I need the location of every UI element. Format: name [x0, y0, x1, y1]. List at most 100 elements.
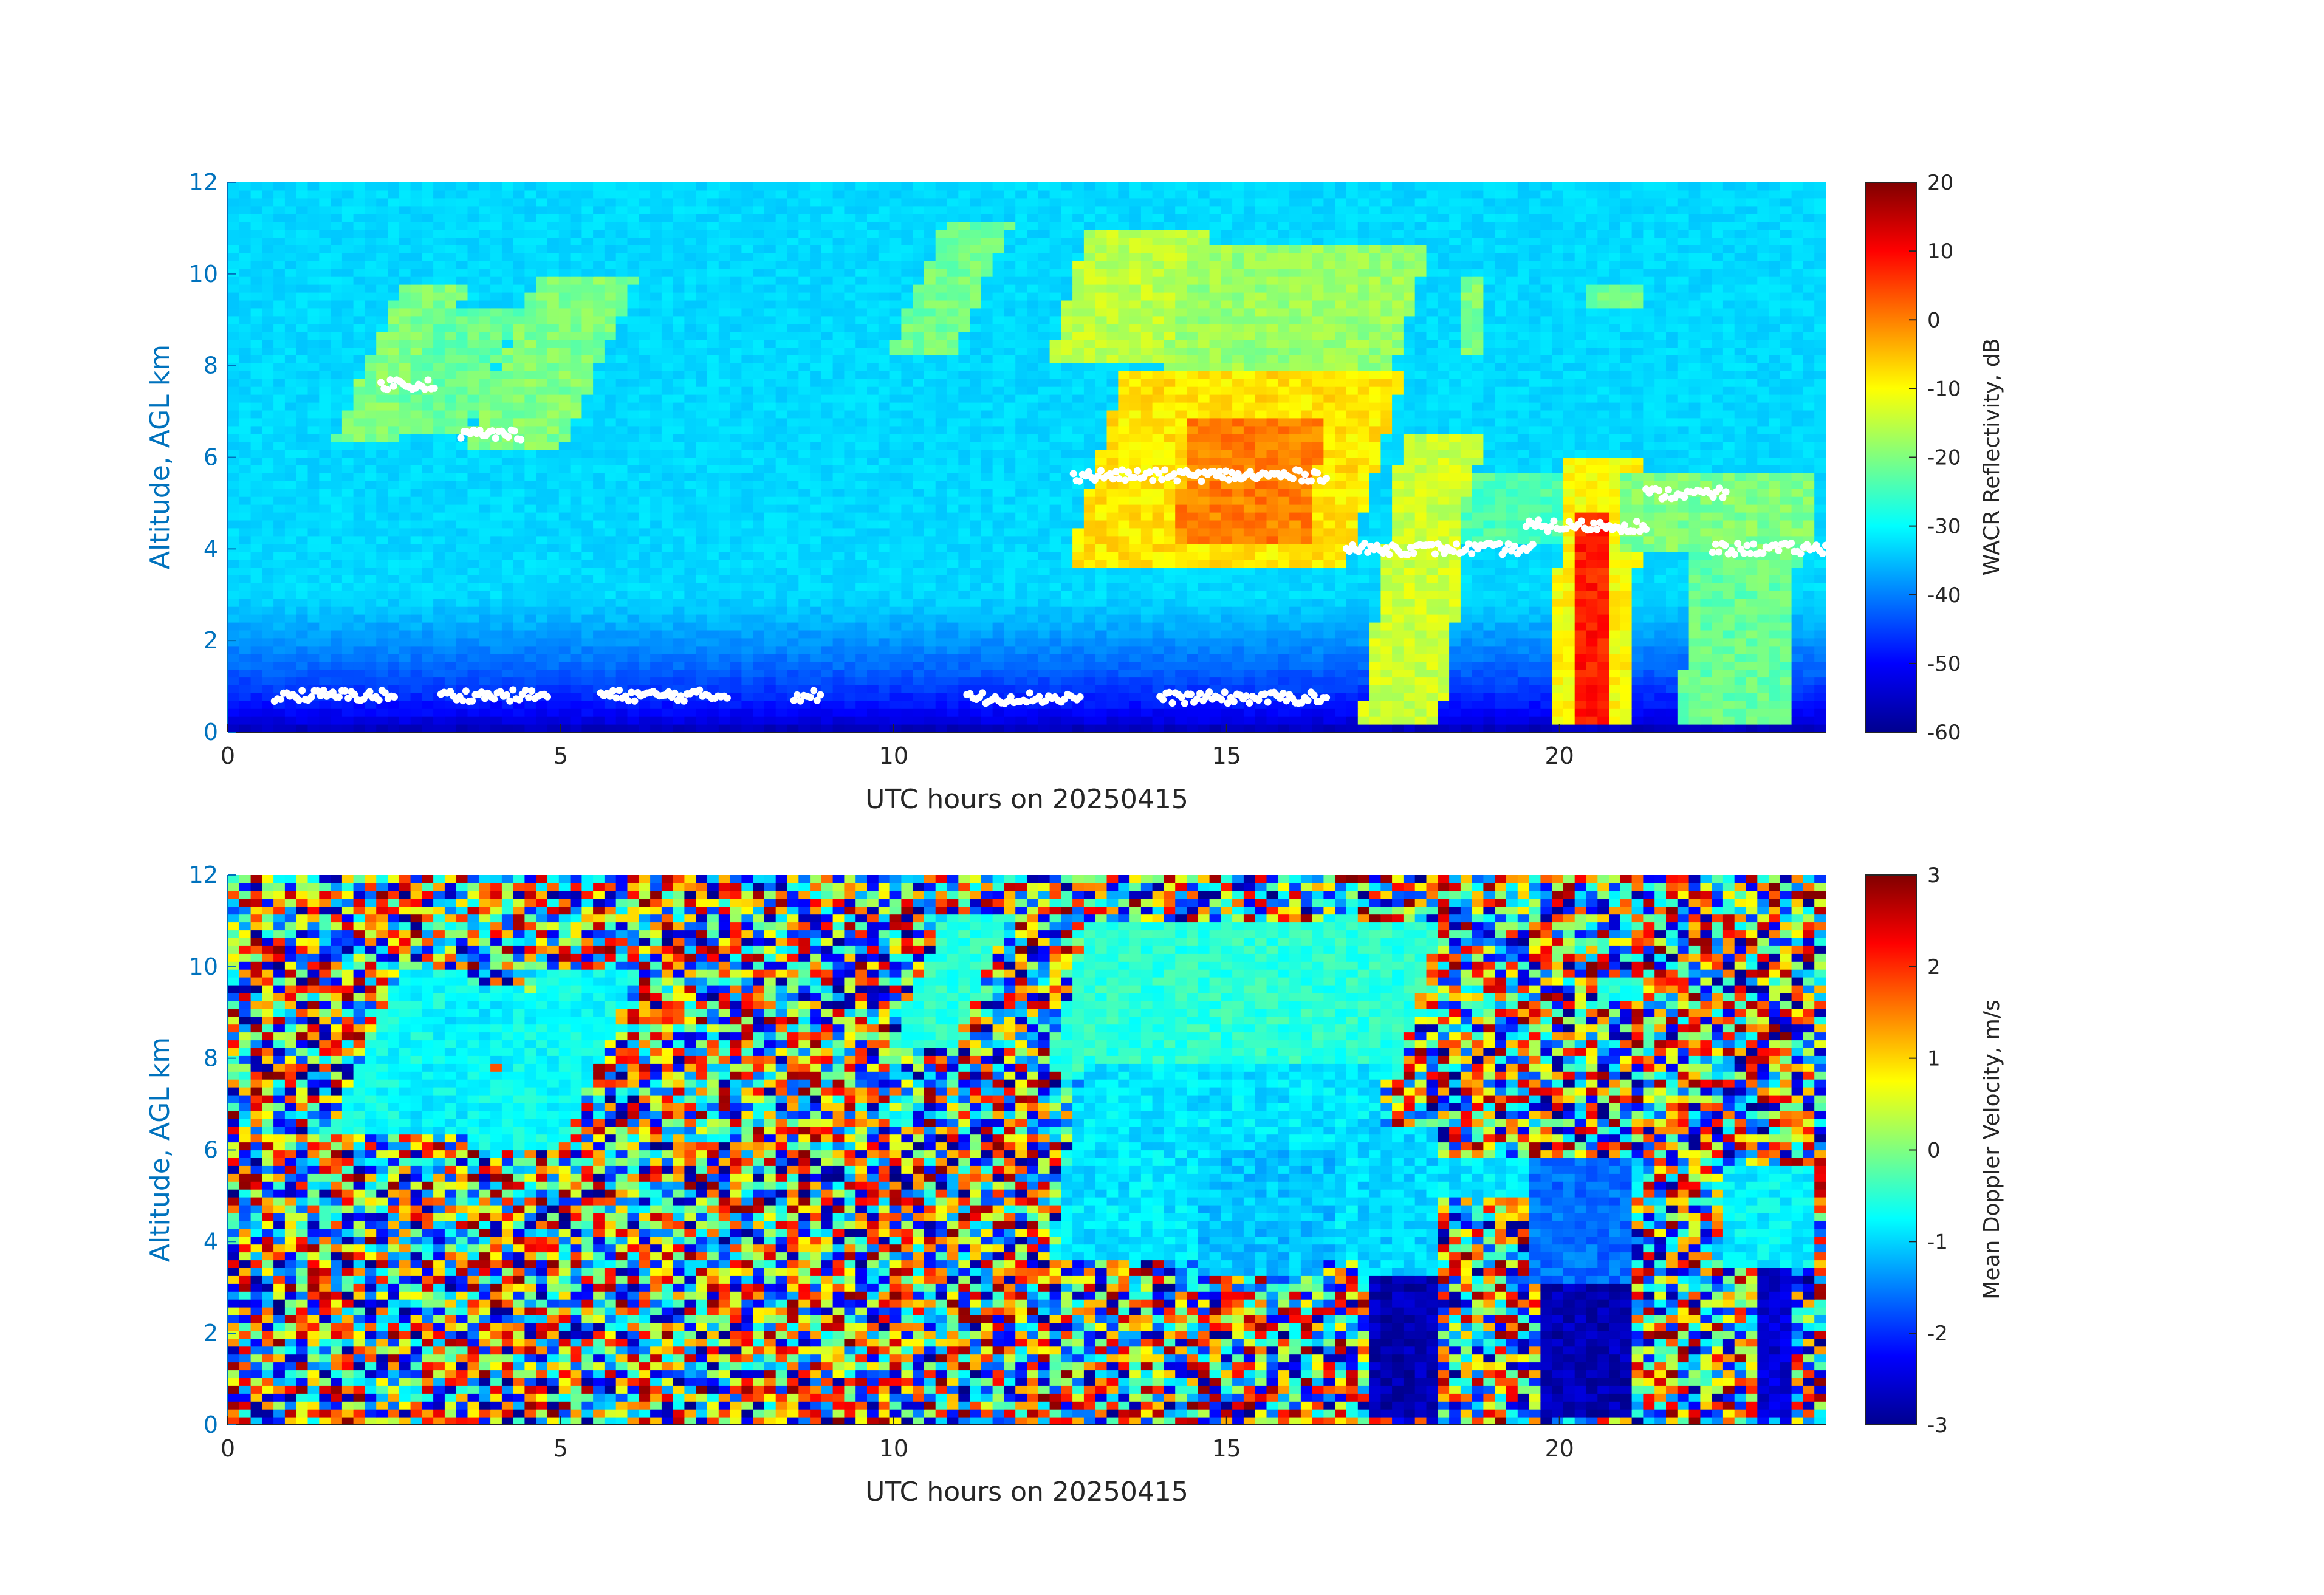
heatmap-cell [365, 583, 377, 591]
heatmap-cell [696, 489, 708, 497]
heatmap-cell [1677, 527, 1690, 537]
heatmap-cell [1746, 614, 1758, 623]
heatmap-cell [1700, 645, 1712, 654]
heatmap-cell [1483, 481, 1495, 489]
heatmap-cell [1221, 606, 1233, 615]
heatmap-cell [1746, 645, 1758, 654]
heatmap-cell [1027, 489, 1039, 497]
heatmap-cell [1106, 645, 1119, 654]
heatmap-cell [810, 473, 822, 481]
heatmap-cell [1529, 708, 1541, 717]
heatmap-cell [490, 551, 502, 560]
heatmap-cell [661, 622, 674, 631]
heatmap-cell [798, 583, 811, 591]
heatmap-cell [970, 583, 982, 591]
heatmap-cell [1175, 583, 1187, 591]
heatmap-cell [558, 575, 571, 583]
heatmap-cell [1574, 457, 1587, 465]
heatmap-cell [319, 527, 331, 537]
heatmap-cell [1597, 591, 1609, 599]
heatmap-cell [707, 567, 719, 575]
heatmap-cell [1757, 473, 1769, 481]
heatmap-cell [707, 716, 719, 725]
heatmap-cell [250, 614, 262, 623]
heatmap-cell [1255, 716, 1267, 725]
heatmap-cell [536, 489, 548, 497]
heatmap-cell [1472, 622, 1484, 631]
heatmap-cell [1095, 693, 1108, 701]
heatmap-cell [479, 535, 491, 544]
heatmap-cell [1814, 708, 1826, 717]
heatmap-cell [753, 559, 765, 568]
heatmap-cell [1129, 685, 1142, 693]
heatmap-cell [273, 559, 286, 568]
heatmap-cell [1232, 708, 1244, 717]
heatmap-cell [1712, 606, 1724, 615]
heatmap-cell [524, 504, 536, 513]
heatmap-cell [1209, 606, 1221, 615]
heatmap-cell [410, 629, 422, 639]
heatmap-cell [296, 708, 309, 717]
heatmap-cell [1426, 669, 1438, 678]
heatmap-cell [901, 527, 913, 537]
heatmap-cell [1472, 457, 1484, 465]
heatmap-cell [787, 504, 799, 513]
heatmap-cell [1118, 504, 1130, 513]
heatmap-cell [673, 496, 685, 505]
heatmap-cell [479, 449, 491, 458]
heatmap-cell [467, 512, 479, 521]
heatmap-cell [376, 677, 388, 685]
heatmap-cell [353, 520, 365, 529]
heatmap-cell [1049, 622, 1061, 631]
heatmap-cell [741, 457, 753, 465]
heatmap-cell [615, 653, 628, 662]
heatmap-cell [1129, 527, 1142, 537]
heatmap-cell [1335, 637, 1347, 647]
heatmap-cell [1814, 591, 1826, 599]
heatmap-cell [775, 473, 788, 481]
heatmap-cell [730, 512, 742, 521]
heatmap-cell [1769, 473, 1781, 481]
heatmap-cell [1780, 559, 1792, 568]
heatmap-cell [1803, 551, 1815, 560]
heatmap-cell [798, 661, 811, 670]
heatmap-cell [1631, 591, 1644, 599]
heatmap-cell [1083, 685, 1096, 693]
heatmap-cell [718, 559, 731, 568]
heatmap-cell [981, 504, 993, 513]
heatmap-cell [981, 653, 993, 662]
heatmap-cell [1152, 645, 1164, 654]
heatmap-cell [1278, 583, 1290, 591]
heatmap-cell [1495, 504, 1507, 513]
heatmap-cell [479, 591, 491, 599]
heatmap-cell [422, 504, 434, 513]
heatmap-cell [741, 504, 753, 513]
heatmap-cell [1038, 575, 1051, 583]
heatmap-cell [1414, 716, 1427, 725]
heatmap-cell [524, 614, 536, 623]
heatmap-cell [1414, 457, 1427, 465]
heatmap-cell [501, 559, 514, 568]
heatmap-cell [1712, 622, 1724, 631]
heatmap-cell [1803, 629, 1815, 639]
heatmap-cell [1118, 512, 1130, 521]
heatmap-cell [1175, 637, 1187, 647]
heatmap-cell [239, 614, 252, 623]
heatmap-cell [958, 653, 970, 662]
heatmap-cell [490, 716, 502, 725]
heatmap-cell [433, 669, 445, 678]
heatmap-cell [1791, 481, 1803, 489]
heatmap-cell [1700, 622, 1712, 631]
heatmap-cell [1106, 708, 1119, 717]
heatmap-cell [935, 708, 948, 717]
heatmap-cell [718, 653, 731, 662]
heatmap-cell [1198, 606, 1210, 615]
heatmap-cell [1666, 629, 1678, 639]
heatmap-cell [730, 661, 742, 670]
heatmap-cell [399, 535, 411, 544]
heatmap-cell [1563, 693, 1575, 701]
heatmap-cell [981, 599, 993, 607]
heatmap-cell [1312, 583, 1324, 591]
heatmap-cell [479, 653, 491, 662]
heatmap-cell [661, 489, 674, 497]
